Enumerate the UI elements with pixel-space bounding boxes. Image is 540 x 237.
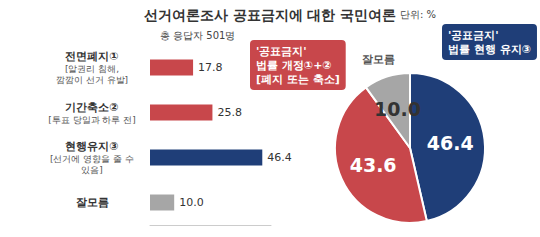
svg-text:17.8: 17.8 bbox=[198, 61, 223, 74]
svg-text:법률 현행 유지③: 법률 현행 유지③ bbox=[448, 43, 531, 56]
svg-text:'공표금지': '공표금지' bbox=[256, 45, 307, 58]
svg-text:잘모름: 잘모름 bbox=[76, 196, 109, 209]
svg-text:'공표금지': '공표금지' bbox=[448, 29, 499, 42]
svg-text:[투표 당일과 하루 전]: [투표 당일과 하루 전] bbox=[48, 115, 136, 125]
svg-text:기간축소②: 기간축소② bbox=[65, 101, 118, 114]
svg-text:[선거에 영향을 줄 수: [선거에 영향을 줄 수 bbox=[50, 154, 134, 164]
svg-text:단위: %: 단위: % bbox=[400, 9, 436, 20]
svg-text:[폐지 또는 축소]: [폐지 또는 축소] bbox=[256, 73, 340, 86]
svg-text:25.8: 25.8 bbox=[217, 106, 242, 119]
svg-text:10.0: 10.0 bbox=[179, 196, 204, 209]
svg-text:46.4: 46.4 bbox=[267, 151, 292, 164]
svg-text:43.6: 43.6 bbox=[350, 154, 397, 176]
svg-text:선거여론조사 공표금지에 대한 국민여론: 선거여론조사 공표금지에 대한 국민여론 bbox=[144, 7, 397, 23]
svg-text:10.0: 10.0 bbox=[374, 98, 421, 120]
svg-text:총 응답자 501명: 총 응답자 501명 bbox=[160, 30, 235, 41]
svg-text:깜깜이 선거 유발]: 깜깜이 선거 유발] bbox=[56, 75, 128, 85]
svg-text:잘모름: 잘모름 bbox=[362, 53, 395, 66]
svg-text:있음]: 있음] bbox=[81, 165, 103, 175]
svg-text:현행유지③: 현행유지③ bbox=[65, 140, 118, 153]
svg-text:46.4: 46.4 bbox=[427, 132, 474, 154]
svg-text:전면폐지①: 전면폐지① bbox=[65, 50, 118, 63]
svg-text:[알권리 침해,: [알권리 침해, bbox=[65, 64, 119, 74]
svg-text:법률 개정①+②: 법률 개정①+② bbox=[256, 59, 332, 72]
